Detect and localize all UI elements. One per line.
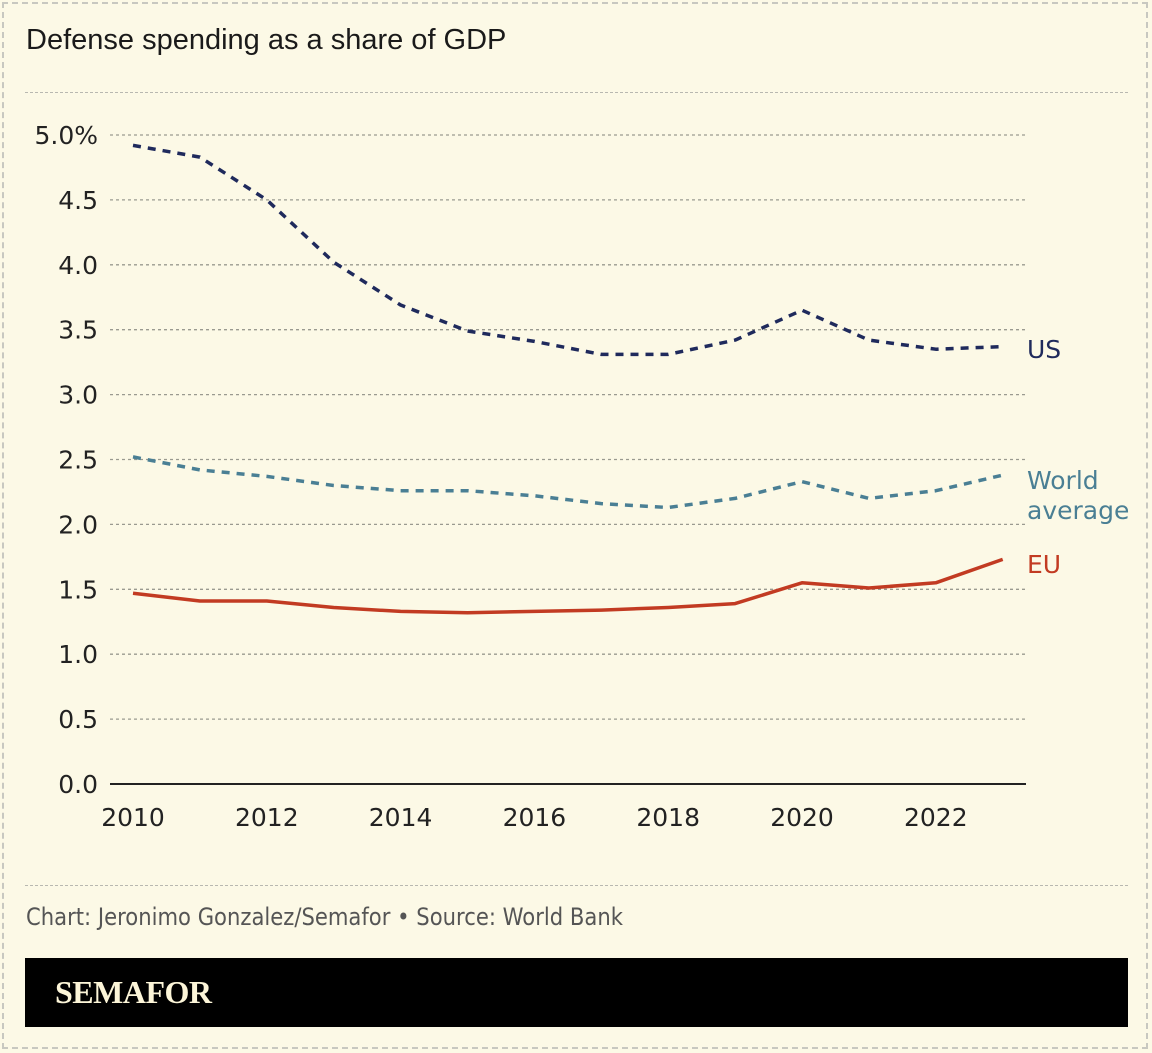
logo-bar: SEMAFOR — [25, 958, 1128, 1027]
x-tick-label: 2020 — [770, 803, 834, 832]
x-tick-label: 2018 — [636, 803, 700, 832]
y-tick-label: 4.0 — [58, 251, 98, 280]
x-tick-label: 2012 — [235, 803, 299, 832]
y-tick-label: 1.5 — [58, 575, 98, 604]
y-tick-label: 1.0 — [58, 640, 98, 669]
line-chart: 0.0 0.5 1.0 1.5 2.0 2.5 3.0 3.5 4.0 4.5 5.0% 2010 20… — [34, 121, 1129, 832]
semafor-logo: SEMAFOR — [55, 974, 212, 1010]
x-tick-label: 2014 — [369, 803, 433, 832]
x-tick-label: 2022 — [904, 803, 968, 832]
y-tick-label: 3.5 — [58, 316, 98, 345]
bottom-divider — [25, 885, 1128, 886]
source-credit: Chart: Jeronimo Gonzalez/Semafor • Sourc… — [26, 903, 623, 931]
y-tick-label: 0.0 — [58, 770, 98, 799]
series-line-us — [132, 143, 1003, 357]
chart-title: Defense spending as a share of GDP — [26, 24, 507, 56]
y-tick-label: 0.5 — [58, 705, 98, 734]
series-label: EU — [1027, 550, 1061, 579]
x-tick-label: 2016 — [503, 803, 567, 832]
top-divider — [25, 92, 1128, 93]
y-tick-label: 4.5 — [58, 186, 98, 215]
series-label: US — [1027, 335, 1061, 364]
y-tick-label: 2.5 — [58, 446, 98, 475]
y-tick-label: 2.0 — [58, 510, 98, 539]
y-tick-label: 3.0 — [58, 381, 98, 410]
series-label: World average — [1027, 466, 1129, 525]
x-tick-label: 2010 — [101, 803, 165, 832]
series-line-eu — [132, 557, 1004, 615]
y-tick-label: 5.0% — [34, 121, 98, 150]
series-line-world-average — [132, 455, 1004, 510]
